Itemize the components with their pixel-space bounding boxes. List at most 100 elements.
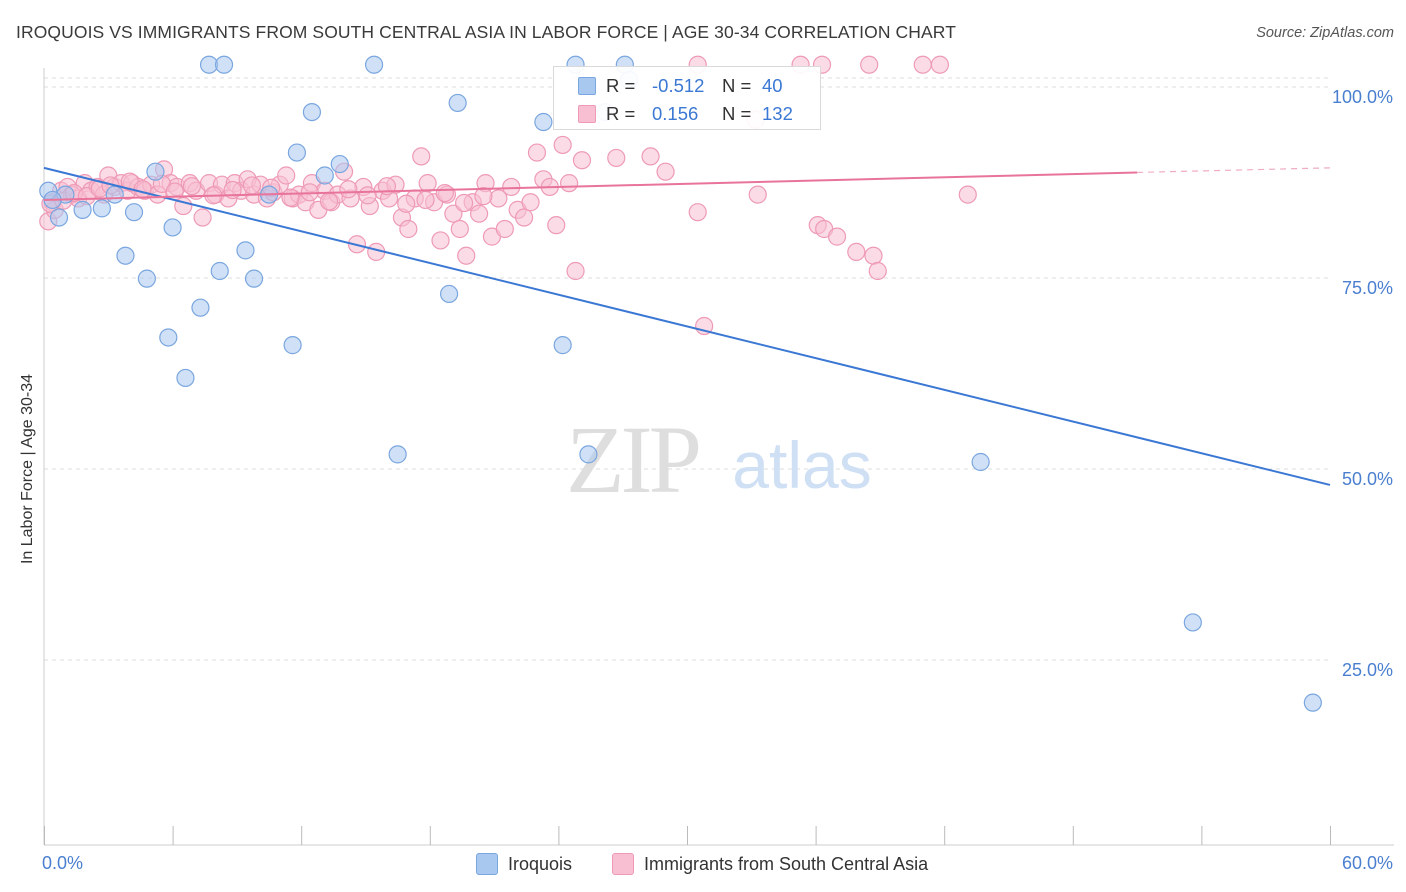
data-point-immigrants: [572, 151, 592, 170]
trend-line-immigrants: [43, 171, 1138, 201]
data-point-immigrants: [418, 174, 437, 193]
data-point-immigrants: [495, 219, 514, 239]
series-immigrants-points: [39, 55, 977, 336]
data-point-immigrants: [860, 55, 879, 74]
legend-swatch-pink: [612, 853, 634, 875]
data-point-iroquois: [1303, 693, 1322, 712]
legend-label-iroquois: Iroquois: [508, 853, 573, 874]
legend-row-immigrants: R = 0.156 N = 132: [578, 100, 793, 128]
data-point-immigrants: [847, 242, 866, 261]
legend-swatch-blue: [578, 77, 596, 95]
data-point-immigrants: [688, 203, 707, 222]
y-tick-label: 75.0%: [1342, 278, 1393, 298]
data-point-iroquois: [439, 284, 459, 304]
data-point-iroquois: [971, 452, 990, 472]
data-point-immigrants: [553, 135, 572, 155]
data-point-immigrants: [656, 162, 675, 181]
y-tick-label: 50.0%: [1342, 469, 1393, 489]
tick-labels: 25.0% 50.0% 75.0% 100.0% 0.0% 60.0%: [42, 87, 1393, 873]
legend-n-label: N =: [722, 103, 752, 124]
x-tick-label: 60.0%: [1342, 853, 1393, 873]
correlation-legend: R = -0.512 N = 40 R = 0.156 N = 132: [553, 66, 821, 130]
legend-n-value: 132: [762, 103, 793, 124]
data-point-immigrants: [281, 188, 300, 207]
data-point-immigrants: [827, 227, 847, 246]
data-point-iroquois: [214, 55, 234, 74]
y-axis-label-wrap: In Labor Force | Age 30-34: [18, 270, 40, 670]
data-point-immigrants: [457, 246, 476, 265]
trend-line-immigrants-extension: [1137, 167, 1331, 174]
data-point-iroquois: [244, 269, 264, 288]
data-point-iroquois: [191, 298, 210, 317]
data-point-iroquois: [105, 185, 124, 204]
data-point-immigrants: [521, 193, 540, 212]
y-tick-label: 25.0%: [1342, 660, 1393, 680]
data-point-immigrants: [527, 143, 547, 162]
data-point-immigrants: [416, 190, 435, 210]
chart-title: IROQUOIS VS IMMIGRANTS FROM SOUTH CENTRA…: [16, 22, 957, 42]
legend-r-value: -0.512: [652, 75, 705, 96]
y-axis-label: In Labor Force | Age 30-34: [19, 373, 36, 565]
data-point-iroquois: [302, 102, 322, 122]
data-point-immigrants: [242, 176, 262, 195]
data-point-immigrants: [515, 208, 534, 227]
data-point-immigrants: [502, 177, 521, 197]
data-point-iroquois: [137, 269, 156, 288]
data-point-immigrants: [547, 216, 566, 235]
data-point-iroquois: [159, 328, 178, 347]
data-point-immigrants: [469, 204, 489, 223]
watermark-atlas: atlas: [732, 428, 871, 502]
data-point-immigrants: [868, 261, 887, 281]
data-point-immigrants: [412, 147, 431, 166]
legend-label-immigrants: Immigrants from South Central Asia: [644, 853, 929, 874]
data-point-iroquois: [236, 241, 255, 260]
data-point-immigrants: [454, 193, 474, 213]
data-point-iroquois: [330, 154, 349, 174]
data-point-iroquois: [124, 203, 144, 222]
legend-item-iroquois[interactable]: Iroquois: [476, 850, 572, 878]
legend-r-label: R =: [606, 103, 636, 124]
data-point-iroquois: [315, 166, 334, 185]
legend-swatch-pink: [578, 105, 596, 123]
data-point-iroquois: [287, 143, 307, 162]
legend-swatch-blue: [476, 853, 498, 875]
data-point-immigrants: [474, 187, 493, 206]
source-label: Source: ZipAtlas.com: [1256, 25, 1394, 41]
data-point-immigrants: [641, 147, 660, 166]
data-point-immigrants: [566, 261, 585, 281]
data-point-immigrants: [748, 185, 767, 204]
data-point-iroquois: [553, 336, 572, 355]
data-point-iroquois: [364, 55, 384, 74]
y-tick-label: 100.0%: [1332, 87, 1393, 107]
legend-r-value: 0.156: [652, 103, 699, 124]
data-point-iroquois: [92, 199, 111, 218]
data-point-iroquois: [1183, 613, 1202, 632]
data-point-immigrants: [339, 180, 358, 199]
trend-lines: [43, 166, 1331, 486]
data-point-immigrants: [397, 194, 416, 213]
data-point-iroquois: [163, 218, 182, 237]
data-point-immigrants: [958, 185, 977, 204]
data-point-immigrants: [607, 148, 626, 168]
data-point-iroquois: [176, 368, 195, 388]
data-point-immigrants: [450, 219, 469, 239]
legend-row-iroquois: R = -0.512 N = 40: [578, 72, 783, 100]
data-point-immigrants: [182, 177, 201, 196]
trend-line-iroquois: [43, 166, 1331, 486]
data-point-iroquois: [116, 246, 135, 265]
legend-n-label: N =: [722, 75, 752, 96]
data-point-immigrants: [435, 183, 454, 203]
data-point-immigrants: [358, 186, 377, 205]
legend-r-label: R =: [606, 75, 636, 96]
data-point-immigrants: [277, 166, 296, 185]
grid-layer: [44, 77, 1330, 661]
data-point-iroquois: [146, 162, 165, 181]
series-legend: Iroquois Immigrants from South Central A…: [0, 850, 1406, 880]
data-point-immigrants: [864, 246, 883, 265]
data-point-immigrants: [930, 55, 950, 74]
legend-n-value: 40: [762, 75, 783, 96]
legend-item-immigrants[interactable]: Immigrants from South Central Asia: [612, 850, 928, 878]
data-point-immigrants: [431, 231, 450, 250]
data-point-iroquois: [579, 445, 598, 464]
